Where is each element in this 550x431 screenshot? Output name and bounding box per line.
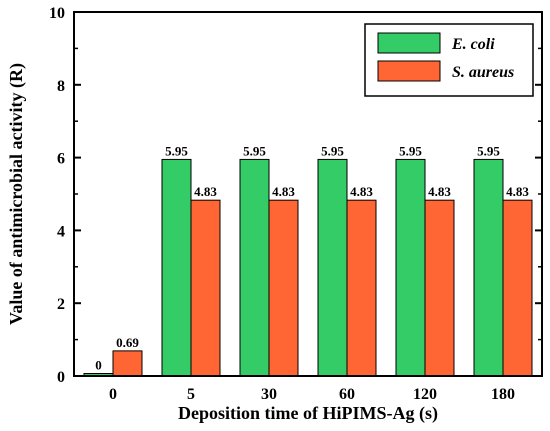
y-tick-label: 10 [49, 5, 65, 22]
data-label-series-1-3: 4.83 [350, 184, 373, 199]
bar-series-1-5 [502, 199, 533, 377]
x-tick-label: 0 [109, 386, 117, 403]
data-labels-group: 0 5.95 5.95 5.95 5.95 5.95 0.69 4.83 4.83 4.83 4.8… [95, 143, 529, 372]
bar-series-1-3 [346, 199, 377, 377]
x-tick-label: 180 [491, 386, 515, 403]
data-label-series-1-0: 0.69 [116, 335, 139, 350]
legend-swatch-s-aureus [377, 60, 441, 82]
y-tick-label: 8 [57, 78, 65, 95]
bar-series-0-1 [161, 158, 192, 377]
x-tick-label: 120 [413, 386, 437, 403]
x-tick-label: 30 [261, 386, 277, 403]
bar-series-1-1 [190, 199, 221, 377]
data-label-series-1-5: 4.83 [506, 184, 529, 199]
bar-series-1-2 [268, 199, 299, 377]
bar-series-0-5 [473, 158, 504, 377]
y-tick-label: 4 [57, 223, 65, 240]
y-tick-label: 6 [57, 151, 65, 168]
legend: E. coli S. aureus [364, 23, 534, 97]
data-label-series-0-4: 5.95 [399, 143, 422, 158]
x-tick-label: 60 [339, 386, 355, 403]
bar-series-0-4 [395, 158, 426, 377]
bar-series-0-3 [317, 158, 348, 377]
data-label-series-0-5: 5.95 [477, 143, 500, 158]
legend-swatch-e-coli [377, 32, 441, 54]
legend-label-s-aureus: S. aureus [452, 64, 514, 81]
bar-series-1-0 [112, 350, 143, 377]
data-label-series-1-1: 4.83 [194, 184, 217, 199]
bar-series-0-2 [239, 158, 270, 377]
y-tick-label: 2 [57, 296, 65, 313]
y-axis: 0 2 4 6 8 10 [49, 5, 542, 386]
x-axis: 0 5 30 60 120 180 [109, 386, 515, 403]
x-axis-title: Deposition time of HiPIMS-Ag (s) [178, 403, 438, 424]
data-label-series-0-3: 5.95 [321, 143, 344, 158]
data-label-series-1-4: 4.83 [428, 184, 451, 199]
y-axis-title: Value of antimicrobial activity (R) [6, 63, 27, 325]
legend-label-e-coli: E. coli [451, 36, 495, 53]
bar-series-1-4 [424, 199, 455, 377]
bars-group [83, 158, 533, 377]
y-tick-label: 0 [57, 369, 65, 386]
data-label-series-1-2: 4.83 [272, 184, 295, 199]
data-label-series-0-0: 0 [95, 358, 102, 373]
data-label-series-0-2: 5.95 [243, 143, 266, 158]
x-tick-label: 5 [187, 386, 195, 403]
data-label-series-0-1: 5.95 [165, 143, 188, 158]
